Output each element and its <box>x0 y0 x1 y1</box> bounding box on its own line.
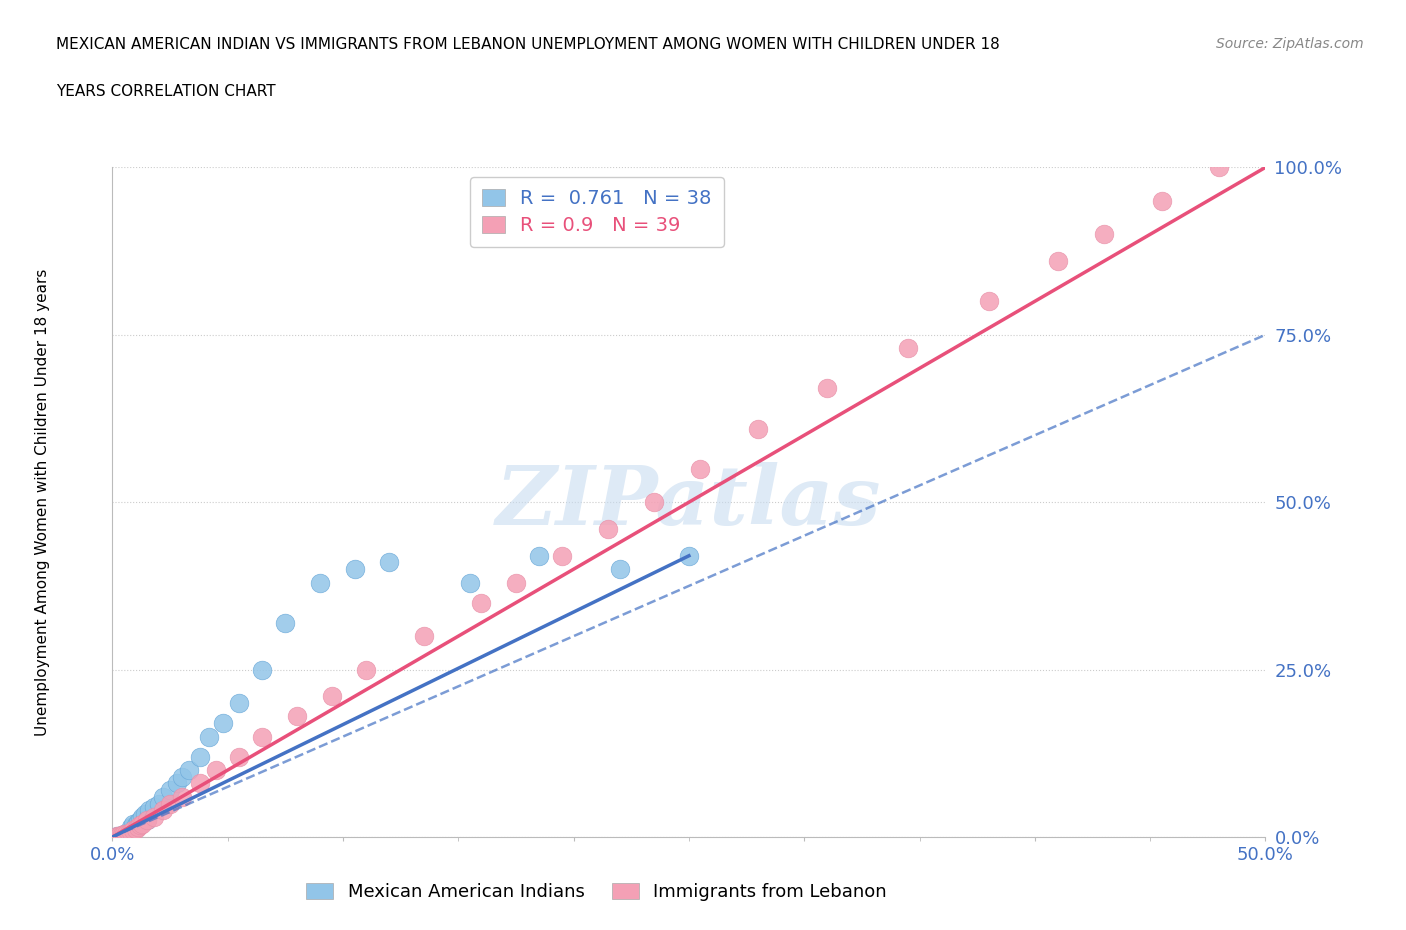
Point <box>170 769 193 784</box>
Point <box>117 826 139 841</box>
Point <box>129 817 152 832</box>
Point <box>122 823 145 838</box>
Point <box>252 729 274 744</box>
Point <box>228 750 250 764</box>
Text: YEARS CORRELATION CHART: YEARS CORRELATION CHART <box>56 84 276 99</box>
Point <box>228 696 250 711</box>
Point <box>354 662 377 677</box>
Point <box>285 709 308 724</box>
Point <box>136 813 159 828</box>
Point <box>111 828 134 843</box>
Point <box>159 796 181 811</box>
Point <box>1092 227 1115 242</box>
Point <box>120 824 142 839</box>
Point <box>897 340 920 355</box>
Text: Unemployment Among Women with Children Under 18 years: Unemployment Among Women with Children U… <box>35 269 49 736</box>
Point <box>188 750 211 764</box>
Point <box>159 783 181 798</box>
Point <box>598 522 620 537</box>
Point <box>689 461 711 476</box>
Point <box>378 555 401 570</box>
Point <box>551 549 574 564</box>
Point <box>138 803 160 817</box>
Point <box>105 829 128 844</box>
Point <box>112 827 135 842</box>
Point <box>124 821 146 836</box>
Point <box>152 790 174 804</box>
Point <box>321 689 343 704</box>
Point <box>143 800 166 815</box>
Point <box>198 729 221 744</box>
Point <box>115 826 138 841</box>
Point <box>1150 193 1173 208</box>
Point <box>309 575 332 590</box>
Point <box>108 829 131 844</box>
Text: ZIPatlas: ZIPatlas <box>496 462 882 542</box>
Point <box>1046 254 1069 269</box>
Point <box>166 776 188 790</box>
Point <box>205 763 228 777</box>
Point <box>127 819 149 834</box>
Point <box>105 829 128 844</box>
Point <box>609 562 631 577</box>
Point <box>122 821 145 836</box>
Point <box>412 629 434 644</box>
Point <box>343 562 366 577</box>
Point <box>212 716 235 731</box>
Point <box>143 809 166 824</box>
Point <box>131 817 153 831</box>
Point <box>117 824 139 839</box>
Point <box>527 549 550 564</box>
Point <box>120 823 142 838</box>
Point <box>120 819 142 834</box>
Point <box>134 806 156 821</box>
Point <box>252 662 274 677</box>
Point <box>115 826 138 841</box>
Text: MEXICAN AMERICAN INDIAN VS IMMIGRANTS FROM LEBANON UNEMPLOYMENT AMONG WOMEN WITH: MEXICAN AMERICAN INDIAN VS IMMIGRANTS FR… <box>56 37 1000 52</box>
Point <box>152 803 174 817</box>
Point <box>148 796 170 811</box>
Point <box>747 421 769 436</box>
Point <box>470 595 492 610</box>
Point <box>458 575 481 590</box>
Point <box>136 813 159 828</box>
Point <box>108 829 131 844</box>
Point <box>177 763 200 777</box>
Point <box>112 827 135 842</box>
Point <box>122 817 145 831</box>
Point <box>505 575 527 590</box>
Text: Source: ZipAtlas.com: Source: ZipAtlas.com <box>1216 37 1364 51</box>
Legend: Mexican American Indians, Immigrants from Lebanon: Mexican American Indians, Immigrants fro… <box>299 876 894 909</box>
Point <box>129 813 152 828</box>
Point <box>127 815 149 830</box>
Point <box>188 776 211 790</box>
Point <box>117 826 139 841</box>
Point <box>111 828 134 843</box>
Point <box>678 549 700 564</box>
Point <box>170 790 193 804</box>
Point <box>977 294 1000 309</box>
Point <box>1208 160 1230 175</box>
Point <box>274 616 297 631</box>
Point <box>124 817 146 832</box>
Point <box>815 381 838 396</box>
Point <box>643 495 665 510</box>
Point <box>131 809 153 824</box>
